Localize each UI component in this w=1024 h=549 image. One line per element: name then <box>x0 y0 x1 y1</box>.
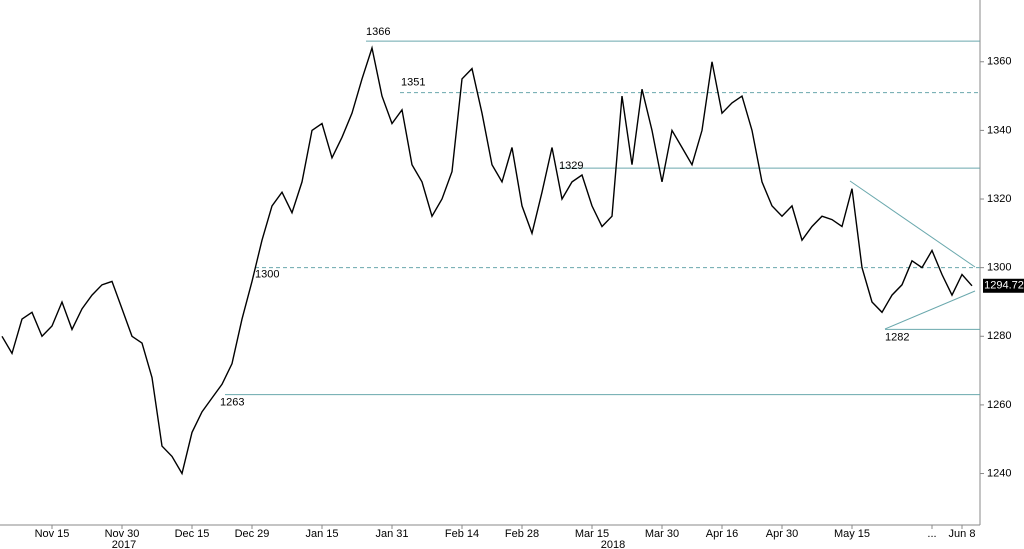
price-line <box>1 45 973 476</box>
trend-line <box>884 290 976 330</box>
y-tick-label: 1340 <box>987 124 1011 136</box>
x-tick-label: Mar 30 <box>645 528 679 540</box>
x-tick-label: Nov 30 <box>105 528 140 540</box>
year-label: 2017 <box>112 539 136 549</box>
x-tick-label: Apr 16 <box>706 528 738 540</box>
reference-label: 1351 <box>401 77 425 89</box>
reference-label: 1282 <box>885 331 909 343</box>
x-tick-label: Feb 14 <box>445 528 479 540</box>
x-tick-label: May 15 <box>834 528 870 540</box>
y-tick-label: 1300 <box>987 262 1011 274</box>
x-tick-label: Jun 8 <box>949 528 976 540</box>
x-tick-label: Mar 15 <box>575 528 609 540</box>
y-tick-label: 1280 <box>987 330 1011 342</box>
x-tick-label: Nov 15 <box>35 528 70 540</box>
last-value-box <box>983 278 1024 293</box>
x-tick-label: ... <box>927 528 936 540</box>
reference-label: 1263 <box>220 397 244 409</box>
last-value-label: 1294.72 <box>984 280 1024 292</box>
y-tick-label: 1260 <box>987 399 1011 411</box>
y-tick-label: 1360 <box>987 56 1011 68</box>
y-tick-label: 1320 <box>987 193 1011 205</box>
x-tick-label: Dec 29 <box>235 528 270 540</box>
x-tick-label: Jan 31 <box>375 528 408 540</box>
x-tick-label: Jan 15 <box>305 528 338 540</box>
reference-label: 1329 <box>559 160 583 172</box>
year-label: 2018 <box>601 539 625 549</box>
x-tick-label: Feb 28 <box>505 528 539 540</box>
reference-label: 1300 <box>255 269 279 281</box>
reference-label: 1366 <box>366 26 390 38</box>
x-tick-label: Apr 30 <box>766 528 798 540</box>
x-tick-label: Dec 15 <box>175 528 210 540</box>
trend-line <box>849 180 976 268</box>
y-tick-label: 1240 <box>987 467 1011 479</box>
